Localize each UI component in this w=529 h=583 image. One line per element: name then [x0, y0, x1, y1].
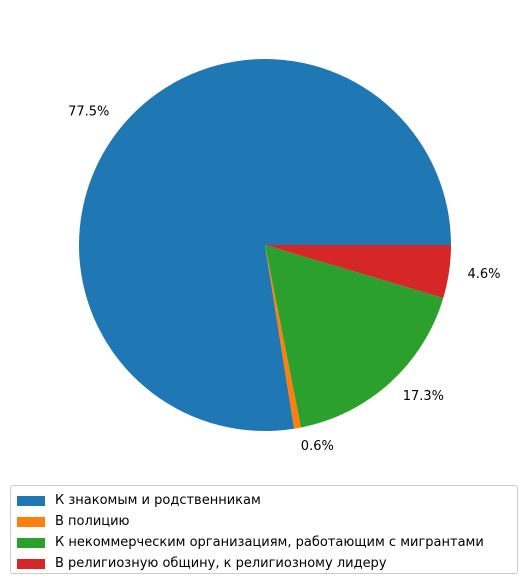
legend-label: К знакомым и родственникам	[55, 493, 261, 508]
legend: К знакомым и родственникам В полицию К н…	[10, 485, 518, 574]
legend-swatch	[17, 558, 45, 569]
pie-slice-police	[265, 245, 302, 429]
percent-label-religious: 4.6%	[467, 267, 500, 282]
pie-percent-labels: 77.5% 0.6% 17.3% 4.6%	[68, 105, 500, 454]
legend-swatch	[17, 516, 45, 527]
legend-item-friends: К знакомым и родственникам	[17, 490, 511, 511]
percent-label-friends: 77.5%	[68, 105, 109, 120]
legend-label: В полицию	[55, 514, 130, 529]
legend-swatch	[17, 495, 45, 506]
pie-slice-ngo	[265, 245, 444, 428]
pie-slice-friends	[79, 58, 452, 431]
pie-slices	[79, 58, 452, 431]
legend-item-ngo: К некоммерческим организациям, работающи…	[17, 532, 511, 553]
pie-slice-religious	[265, 245, 451, 299]
legend-swatch	[17, 537, 45, 548]
legend-label: К некоммерческим организациям, работающи…	[55, 535, 484, 550]
legend-label: В религиозную общину, к религиозному лид…	[55, 556, 387, 571]
percent-label-ngo: 17.3%	[403, 389, 444, 404]
legend-item-police: В полицию	[17, 511, 511, 532]
percent-label-police: 0.6%	[301, 439, 334, 454]
legend-item-religious: В религиозную общину, к религиозному лид…	[17, 553, 511, 574]
